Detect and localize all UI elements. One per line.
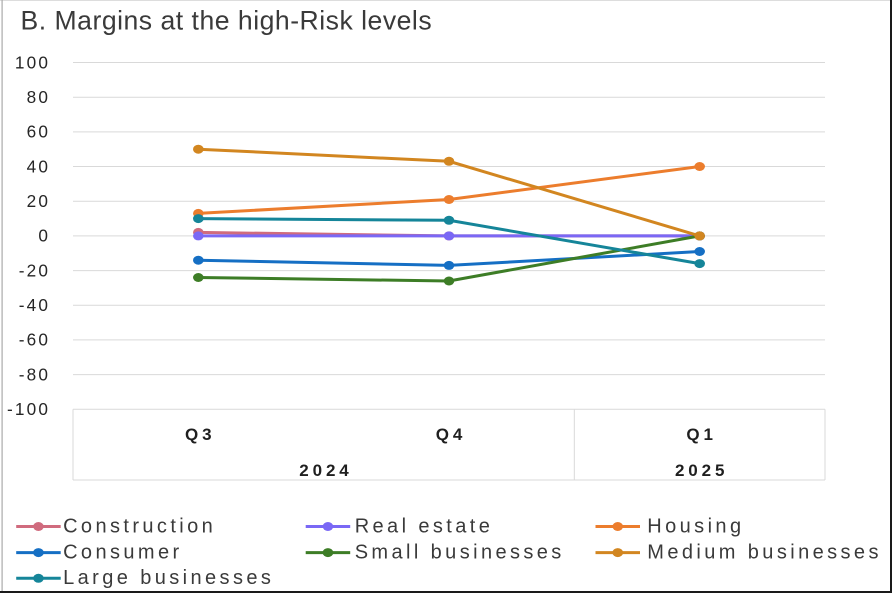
svg-text:Q4: Q4 <box>436 425 466 444</box>
svg-text:-20: -20 <box>19 260 50 280</box>
svg-text:Q1: Q1 <box>686 425 716 444</box>
svg-text:100: 100 <box>15 52 50 72</box>
svg-text:0: 0 <box>38 226 50 246</box>
svg-text:Q3: Q3 <box>185 425 215 444</box>
svg-text:-60: -60 <box>19 330 50 350</box>
svg-text:Consumer: Consumer <box>63 542 182 564</box>
svg-text:60: 60 <box>27 122 51 142</box>
svg-text:2025: 2025 <box>675 461 728 480</box>
svg-text:Medium businesses: Medium businesses <box>647 542 882 564</box>
svg-text:40: 40 <box>27 156 51 176</box>
svg-text:Housing: Housing <box>647 515 744 537</box>
svg-text:B. Margins at the high-Risk le: B. Margins at the high-Risk levels <box>21 5 433 35</box>
svg-text:Small businesses: Small businesses <box>355 542 565 564</box>
svg-text:2024: 2024 <box>299 461 352 480</box>
svg-text:-40: -40 <box>19 295 50 315</box>
svg-text:Real estate: Real estate <box>355 515 494 537</box>
svg-text:20: 20 <box>27 191 51 211</box>
svg-text:Construction: Construction <box>63 515 216 537</box>
svg-text:-100: -100 <box>7 399 50 419</box>
svg-text:Large businesses: Large businesses <box>63 567 274 589</box>
svg-text:-80: -80 <box>19 364 50 384</box>
svg-text:80: 80 <box>27 87 51 107</box>
